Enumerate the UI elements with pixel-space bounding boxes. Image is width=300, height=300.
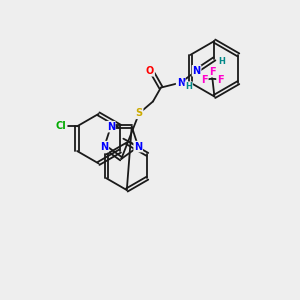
Text: H: H bbox=[185, 82, 192, 91]
Text: N: N bbox=[134, 142, 142, 152]
Text: N: N bbox=[100, 142, 108, 152]
Text: O: O bbox=[146, 66, 154, 76]
Text: N: N bbox=[193, 66, 201, 76]
Text: F: F bbox=[201, 75, 208, 85]
Text: N: N bbox=[107, 122, 115, 132]
Text: F: F bbox=[217, 75, 224, 85]
Text: S: S bbox=[136, 108, 143, 118]
Text: N: N bbox=[177, 78, 185, 88]
Text: Cl: Cl bbox=[56, 121, 67, 131]
Text: F: F bbox=[209, 67, 216, 77]
Text: H: H bbox=[218, 57, 225, 66]
